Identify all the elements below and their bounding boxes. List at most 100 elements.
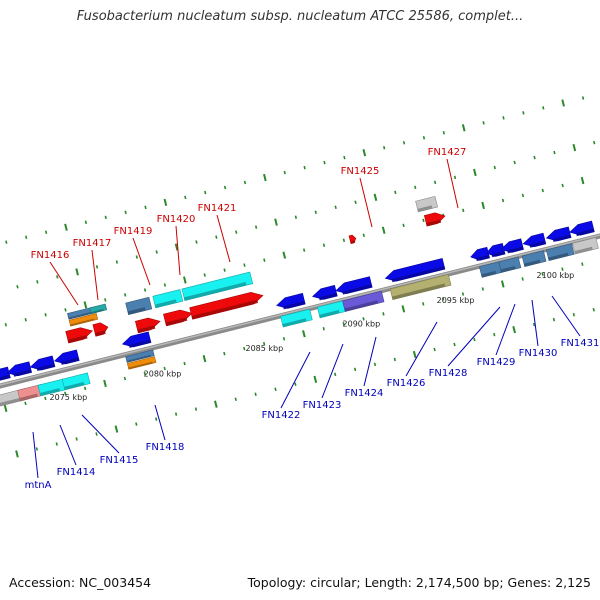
tick-mark (322, 243, 326, 247)
gene-label-leader (551, 295, 581, 337)
tick-mark (243, 180, 247, 185)
tick-mark (522, 111, 525, 115)
tick-mark (302, 248, 306, 252)
tick-mark (412, 350, 417, 359)
tick-mark (302, 330, 306, 338)
gene-feature-c9 (181, 271, 254, 301)
tick-mark (263, 173, 267, 182)
tick-mark (55, 442, 58, 446)
tick-mark (572, 312, 576, 317)
gene-feature-b17 (470, 246, 490, 262)
gene-features (0, 195, 599, 408)
tick-mark (294, 215, 298, 219)
tick-mark (254, 392, 257, 396)
tick-mark (75, 437, 78, 441)
gene-label: FN1423 (303, 400, 342, 411)
tick-mark (402, 223, 405, 228)
tick-mark (24, 318, 27, 322)
gene-label: FN1417 (73, 238, 112, 249)
tick-mark (461, 124, 466, 132)
kbp-tick-label: 2080 kbp (144, 369, 182, 378)
tick-mark (572, 143, 577, 152)
tick-mark (294, 382, 297, 387)
tick-mark (115, 260, 119, 264)
gene-label: FN1430 (519, 348, 558, 359)
tick-mark (143, 371, 146, 376)
tick-mark (243, 263, 246, 267)
gene-feature-b20 (522, 232, 547, 248)
tick-mark (123, 293, 127, 297)
tick-mark (44, 230, 48, 234)
gene-label: FN1431 (561, 338, 600, 349)
tick-mark (323, 160, 326, 165)
tick-mark (84, 220, 88, 225)
gene-feature-sl13 (342, 290, 385, 312)
gene-feature-ba1 (0, 366, 11, 383)
tick-mark (3, 404, 8, 412)
gene-feature-s8 (125, 296, 153, 316)
gene-feature-b5 (121, 331, 152, 348)
map-title: Fusobacterium nucleatum subsp. nucleatum… (76, 9, 524, 24)
gene-label: FN1419 (114, 226, 153, 237)
tick-mark (373, 362, 377, 367)
gene-feature-b13 (335, 276, 373, 295)
tick-mark (203, 273, 206, 277)
gene-label-leader (363, 336, 377, 387)
tick-mark (382, 312, 385, 316)
gene-label-leader (216, 214, 231, 263)
tick-mark (373, 193, 378, 201)
gene-label-leader (447, 306, 501, 367)
tick-mark (83, 301, 88, 309)
gene-feature-s19 (521, 250, 547, 268)
gene-feature-b18 (485, 243, 506, 258)
tick-mark (274, 218, 278, 226)
gene-label: FN1421 (198, 203, 237, 214)
gene-feature-g21 (572, 237, 599, 255)
gene-label-leader (132, 237, 151, 286)
gene-label: FN1429 (477, 357, 516, 368)
gene-label-leader (321, 343, 344, 399)
gene-feature-r9 (163, 309, 193, 327)
tick-mark (473, 168, 477, 177)
tick-mark (104, 215, 107, 220)
gene-label-leader (359, 177, 373, 228)
gene-label-leader (154, 404, 166, 441)
gene-label-leader (59, 424, 77, 466)
tick-mark (334, 372, 337, 377)
tick-mark (362, 149, 367, 157)
tick-mark (263, 258, 266, 262)
tick-mark (362, 317, 365, 321)
gene-label-leader (405, 321, 438, 377)
gene-label: FN1418 (146, 442, 185, 453)
gene-feature-b11 (276, 292, 306, 310)
tick-mark (343, 155, 346, 160)
tick-mark (215, 235, 218, 239)
gene-label: FN1428 (429, 368, 468, 379)
tick-mark (144, 205, 147, 210)
tick-mark (4, 323, 7, 327)
gene-label: FN1422 (262, 410, 301, 421)
gene-feature-g16 (415, 195, 439, 213)
tick-marks: 2075 kbp 2080 kbp 2085 kbp 2090 kbp 2095 kbp… (3, 96, 596, 458)
tick-mark (442, 131, 446, 135)
gene-label: FN1426 (387, 378, 426, 389)
tick-mark (103, 379, 107, 388)
gene-label: FN1427 (428, 147, 467, 158)
tick-mark (274, 387, 277, 392)
gene-label: FN1415 (100, 455, 139, 466)
gene-label-leader (280, 351, 311, 409)
tick-mark (433, 180, 437, 185)
gene-feature-b21 (545, 226, 572, 242)
tick-mark (394, 190, 397, 195)
tick-mark (521, 277, 524, 281)
gene-label-leader (531, 299, 539, 347)
gene-label-leader (495, 303, 516, 356)
tick-mark (502, 116, 505, 120)
gene-label: FN1425 (341, 166, 380, 177)
tick-mark (83, 386, 87, 391)
tick-mark (500, 280, 505, 288)
gene-feature-r15 (348, 234, 357, 244)
gene-feature-ga4 (61, 372, 91, 391)
